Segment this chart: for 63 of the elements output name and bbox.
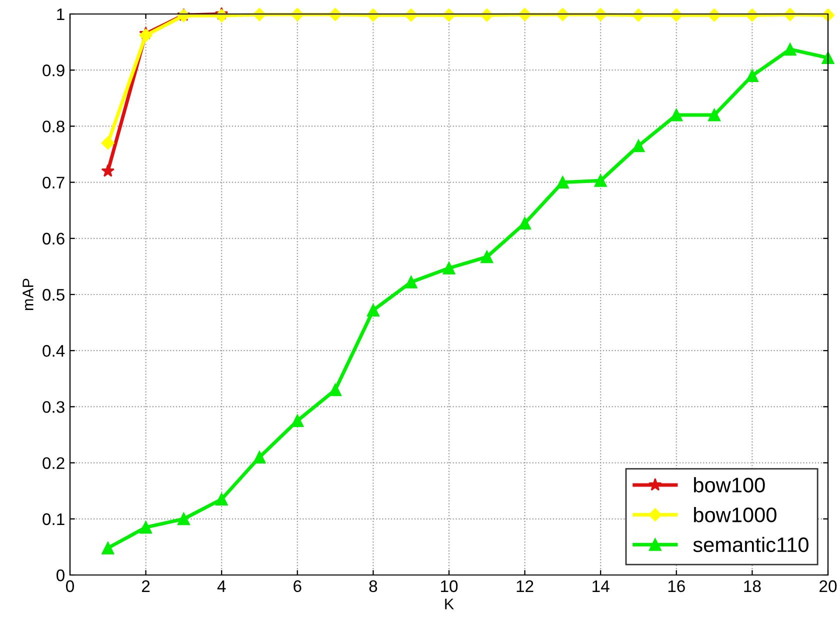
point: [480, 250, 494, 264]
point: [215, 493, 228, 506]
y-tick-label: 0.3: [42, 401, 64, 413]
point: [784, 43, 796, 56]
y-tick-label: 0.1: [42, 513, 64, 526]
point: [708, 108, 721, 122]
y-tick-label: 0.8: [42, 120, 64, 132]
x-axis-title: K: [445, 598, 454, 610]
y-tick-label: 0: [56, 569, 64, 582]
point: [140, 521, 152, 534]
point: [177, 512, 190, 526]
point: [366, 8, 380, 22]
x-tick-label: 6: [294, 580, 302, 592]
point: [556, 8, 570, 22]
x-tick-label: 0: [66, 580, 74, 592]
point: [442, 8, 456, 22]
legend-label: bow100: [694, 477, 765, 492]
y-tick-label: 0.6: [42, 232, 64, 245]
point: [291, 414, 304, 427]
x-tick-label: 4: [217, 580, 226, 592]
y-tick-label: 0.5: [42, 288, 64, 301]
x-tick-label: 14: [592, 580, 610, 592]
point: [708, 8, 721, 22]
point: [442, 262, 456, 274]
point: [139, 28, 152, 42]
point: [594, 8, 608, 22]
point: [101, 164, 115, 177]
point: [518, 217, 532, 230]
point: [518, 8, 532, 22]
point: [746, 8, 759, 22]
x-tick-label: 16: [668, 580, 685, 592]
y-tick-label: 0.9: [42, 64, 64, 76]
point: [480, 8, 494, 22]
point: [746, 69, 758, 82]
point: [404, 276, 418, 288]
y-tick-label: 0.2: [42, 457, 64, 470]
x-tick-label: 18: [744, 580, 761, 592]
y-tick-label: 1: [57, 8, 64, 20]
x-tick-label: 2: [142, 580, 150, 592]
point: [101, 136, 114, 150]
point: [822, 52, 834, 64]
x-tick-label: 10: [441, 580, 458, 592]
x-tick-label: 20: [820, 580, 837, 592]
x-tick-label: 8: [369, 580, 378, 592]
point: [594, 174, 607, 187]
point: [328, 8, 342, 22]
point: [366, 304, 380, 316]
point: [290, 8, 304, 22]
y-tick-label: 0.4: [42, 345, 65, 357]
y-axis-title: mAP: [22, 278, 34, 310]
point: [329, 384, 342, 396]
x-tick-label: 12: [516, 580, 534, 592]
point: [102, 542, 114, 554]
legend-label: bow1000: [694, 506, 776, 522]
point: [670, 8, 683, 22]
point: [670, 108, 683, 122]
point: [215, 9, 228, 22]
point: [253, 450, 266, 464]
legend-label: semantic110: [693, 536, 808, 552]
point: [632, 140, 645, 152]
point: [556, 176, 569, 189]
y-tick-label: 0.7: [42, 176, 64, 189]
point: [404, 8, 418, 22]
